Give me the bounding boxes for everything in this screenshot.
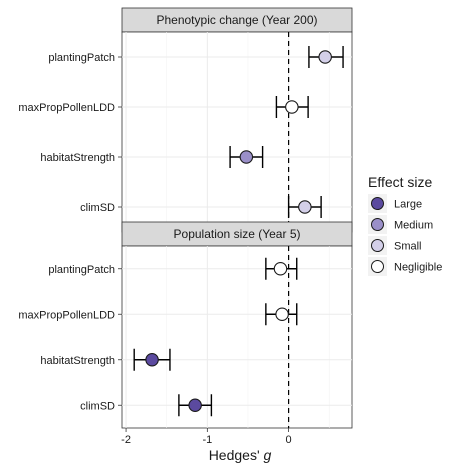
x-axis-label: Hedges' g xyxy=(209,447,272,463)
facet-panel-2: Population size (Year 5) plantingPatch max… xyxy=(18,221,353,429)
legend-title: Effect size xyxy=(368,174,433,190)
legend-key xyxy=(371,239,384,252)
legend-item: Small xyxy=(368,236,422,255)
y-tick-label: plantingPatch xyxy=(48,52,115,64)
data-point xyxy=(285,100,299,114)
legend-key xyxy=(371,260,384,273)
legend-label: Small xyxy=(394,241,422,253)
data-point-group: habitatStrength xyxy=(40,146,264,168)
data-point xyxy=(318,50,332,64)
y-tick-label: plantingPatch xyxy=(48,264,115,276)
data-point xyxy=(298,200,312,214)
data-point-group: maxPropPollenLDD xyxy=(18,96,309,118)
legend-key xyxy=(371,218,384,231)
y-tick-label: maxPropPollenLDD xyxy=(18,309,115,321)
x-axis: -2 -1 0 xyxy=(121,428,292,446)
legend-item: Large xyxy=(368,194,422,213)
facet-panel-1: Phenotypic change (Year 200) plantingPatc… xyxy=(18,7,353,233)
data-point xyxy=(273,261,288,276)
y-tick-label: habitatStrength xyxy=(40,152,115,164)
legend: Effect size Large Medium Small Negligible xyxy=(368,174,442,276)
plot-area xyxy=(121,245,353,429)
y-tick-label: maxPropPollenLDD xyxy=(18,102,115,114)
data-point xyxy=(145,352,159,367)
facet-strip xyxy=(121,7,353,33)
x-axis-label-italic: g xyxy=(264,447,272,463)
facet-strip-title: Population size (Year 5) xyxy=(174,227,301,241)
data-point xyxy=(188,398,202,412)
legend-item: Negligible xyxy=(368,257,442,276)
y-tick-label: habitatStrength xyxy=(40,355,115,367)
data-point-group: climSD xyxy=(80,394,213,417)
x-tick-label: -2 xyxy=(121,434,131,446)
legend-label: Negligible xyxy=(394,262,442,274)
panels: Phenotypic change (Year 200) plantingPatc… xyxy=(18,7,353,429)
facet-strip xyxy=(121,221,353,247)
data-point-group: maxPropPollenLDD xyxy=(18,303,298,326)
legend-item: Medium xyxy=(368,215,433,234)
data-point-group: habitatStrength xyxy=(40,348,171,371)
facet-strip-title: Phenotypic change (Year 200) xyxy=(156,13,317,27)
legend-key xyxy=(371,197,384,210)
data-point xyxy=(275,307,289,321)
data-point-group: climSD xyxy=(80,196,322,218)
y-tick-label: climSD xyxy=(80,202,115,214)
x-tick-label: 0 xyxy=(286,434,292,446)
data-point-group: plantingPatch xyxy=(48,257,298,280)
legend-label: Large xyxy=(394,199,422,211)
x-tick-label: -1 xyxy=(202,434,212,446)
y-tick-label: climSD xyxy=(80,400,115,412)
legend-label: Medium xyxy=(394,220,433,232)
data-point-group: plantingPatch xyxy=(48,46,344,68)
data-point xyxy=(239,150,254,164)
plot-area xyxy=(121,31,353,233)
